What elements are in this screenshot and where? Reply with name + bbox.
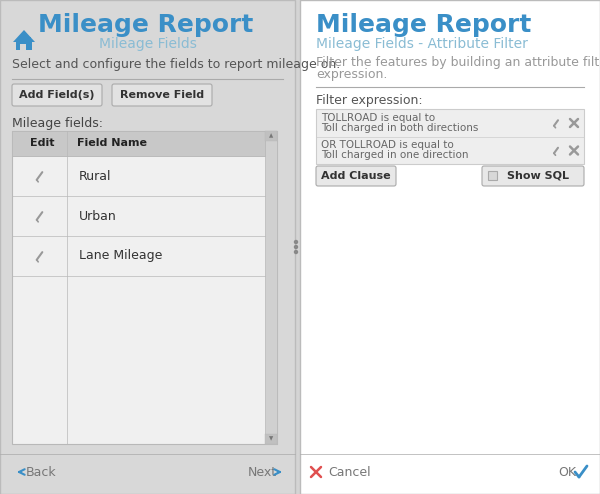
Text: Add Field(s): Add Field(s): [19, 90, 95, 100]
Polygon shape: [13, 30, 35, 42]
Text: Urban: Urban: [79, 209, 117, 222]
Bar: [12, 131, 277, 444]
FancyBboxPatch shape: [316, 166, 396, 186]
Bar: [265, 131, 277, 141]
Bar: [265, 131, 277, 444]
Text: Mileage fields:: Mileage fields:: [12, 118, 103, 130]
FancyBboxPatch shape: [112, 84, 212, 106]
Text: TOLLROAD is equal to: TOLLROAD is equal to: [321, 113, 435, 123]
Text: Select and configure the fields to report mileage on.: Select and configure the fields to repor…: [12, 58, 340, 72]
Bar: [300, 0, 600, 494]
Text: Lane Mileage: Lane Mileage: [79, 249, 163, 262]
Text: ▲: ▲: [269, 133, 273, 138]
Text: OK: OK: [558, 465, 576, 479]
Text: Toll charged in one direction: Toll charged in one direction: [321, 151, 469, 161]
Circle shape: [295, 250, 298, 253]
Text: Mileage Fields - Attribute Filter: Mileage Fields - Attribute Filter: [316, 37, 528, 51]
Text: Toll charged in both directions: Toll charged in both directions: [321, 123, 478, 133]
Text: Edit: Edit: [30, 138, 55, 149]
Text: Add Clause: Add Clause: [321, 171, 391, 181]
Text: ▼: ▼: [269, 437, 273, 442]
Bar: [16, 41, 32, 50]
Text: Mileage Report: Mileage Report: [316, 13, 532, 37]
Text: OR TOLLROAD is equal to: OR TOLLROAD is equal to: [321, 140, 454, 151]
Bar: [265, 434, 277, 444]
Bar: [12, 131, 265, 156]
Text: Mileage Fields: Mileage Fields: [99, 37, 197, 51]
Text: expression.: expression.: [316, 69, 388, 82]
Text: Next: Next: [248, 465, 277, 479]
Text: Mileage Report: Mileage Report: [38, 13, 253, 37]
Text: Cancel: Cancel: [328, 465, 371, 479]
Text: Field Name: Field Name: [77, 138, 147, 149]
Circle shape: [295, 246, 298, 248]
FancyBboxPatch shape: [12, 84, 102, 106]
Bar: [20, 44, 26, 50]
Bar: [0, 0, 295, 494]
Bar: [488, 171, 497, 180]
Text: Filter expression:: Filter expression:: [316, 94, 422, 108]
Text: Rural: Rural: [79, 169, 112, 182]
Circle shape: [295, 241, 298, 244]
FancyBboxPatch shape: [482, 166, 584, 186]
Bar: [28, 37, 31, 42]
Text: Show SQL: Show SQL: [507, 171, 569, 181]
Text: Filter the features by building an attribute filter: Filter the features by building an attri…: [316, 56, 600, 70]
Text: Remove Field: Remove Field: [120, 90, 204, 100]
Text: Back: Back: [26, 465, 56, 479]
Bar: [316, 109, 584, 164]
